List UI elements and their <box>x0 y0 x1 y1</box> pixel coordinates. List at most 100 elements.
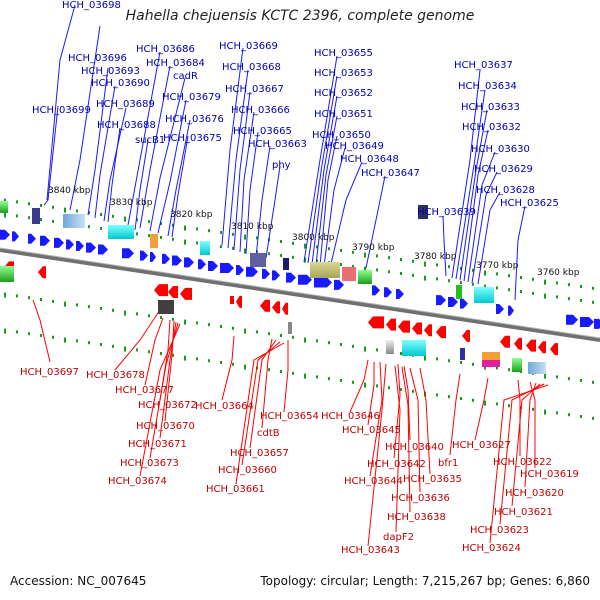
tick-dot <box>484 400 486 406</box>
tick-dot <box>100 307 102 310</box>
gene-label[interactable]: HCH_03633 <box>461 102 520 113</box>
gene-label[interactable]: HCH_03645 <box>342 425 401 436</box>
reverse-gene-arrow <box>424 324 432 337</box>
reverse-gene-arrow <box>368 316 384 329</box>
gene-label[interactable]: HCH_03671 <box>128 439 187 450</box>
gene-label[interactable]: HCH_03636 <box>391 493 450 504</box>
forward-gene-arrow <box>66 239 74 250</box>
gene-label[interactable]: HCH_03627 <box>452 440 511 451</box>
tick-dot <box>424 261 426 267</box>
gene-label[interactable]: HCH_03637 <box>454 60 513 71</box>
feature-block <box>482 352 500 360</box>
forward-gene-arrow <box>150 251 156 262</box>
gene-label[interactable]: HCH_03664 <box>195 401 254 412</box>
gene-label[interactable]: HCH_03644 <box>344 476 403 487</box>
tick-dot <box>328 341 330 345</box>
scale-tick-label: 3840 kbp <box>48 186 91 196</box>
gene-label[interactable]: cdtB <box>257 428 280 439</box>
gene-label[interactable]: HCH_03693 <box>81 66 140 77</box>
gene-label[interactable]: HCH_03663 <box>248 139 307 150</box>
gene-label[interactable]: HCH_03625 <box>500 198 559 209</box>
gene-label[interactable]: HCH_03646 <box>321 411 380 422</box>
gene-label[interactable]: HCH_03629 <box>474 164 533 175</box>
gene-label[interactable]: HCH_03630 <box>471 144 530 155</box>
gene-label[interactable]: HCH_03660 <box>218 465 277 476</box>
gene-label[interactable]: HCH_03632 <box>462 122 521 133</box>
gene-label[interactable]: HCH_03666 <box>231 105 290 116</box>
reverse-gene-arrow <box>260 299 270 312</box>
gene-label[interactable]: HCH_03652 <box>314 88 373 99</box>
gene-label[interactable]: HCH_03678 <box>86 370 145 381</box>
tick-dot <box>532 291 534 295</box>
gene-label[interactable]: HCH_03686 <box>136 44 195 55</box>
gene-label[interactable]: HCH_03673 <box>120 458 179 469</box>
tick-dot <box>16 330 18 334</box>
tick-dot <box>148 220 150 224</box>
gene-label[interactable]: HCH_03651 <box>314 109 373 120</box>
gene-label[interactable]: bfr1 <box>438 458 458 469</box>
gene-label[interactable]: HCH_03697 <box>20 367 79 378</box>
gene-label[interactable]: HCH_03690 <box>91 78 150 89</box>
forward-gene-arrow <box>198 259 206 270</box>
gene-label[interactable]: HCH_03675 <box>163 133 222 144</box>
tick-dot <box>220 361 222 364</box>
gene-label[interactable]: HCH_03677 <box>115 385 174 396</box>
gene-label[interactable]: HCH_03699 <box>32 105 91 116</box>
gene-label[interactable]: cadR <box>173 71 198 82</box>
gene-label[interactable]: HCH_03668 <box>222 62 281 73</box>
tick-dot <box>568 297 570 301</box>
gene-label[interactable]: HCH_03620 <box>505 488 564 499</box>
gene-label[interactable]: HCH_03640 <box>385 442 444 453</box>
gene-label[interactable]: HCH_03649 <box>325 141 384 152</box>
scale-tick-label: 3830 kbp <box>110 198 153 208</box>
gene-label[interactable]: HCH_03688 <box>97 120 156 131</box>
gene-label[interactable]: HCH_03638 <box>387 512 446 523</box>
gene-label[interactable]: HCH_03643 <box>341 545 400 556</box>
tick-dot <box>448 265 450 269</box>
gene-label[interactable]: HCH_03622 <box>493 457 552 468</box>
gene-label[interactable]: HCH_03639 <box>417 207 476 218</box>
gene-label[interactable]: HCH_03657 <box>230 448 289 459</box>
gene-label[interactable]: HCH_03665 <box>233 126 292 137</box>
gene-label[interactable]: HCH_03621 <box>494 507 553 518</box>
tick-dot <box>64 207 66 213</box>
gene-label[interactable]: HCH_03667 <box>225 84 284 95</box>
gene-label[interactable]: HCH_03624 <box>462 543 521 554</box>
gene-label[interactable]: HCH_03628 <box>476 185 535 196</box>
gene-label[interactable]: HCH_03623 <box>470 525 529 536</box>
gene-label[interactable]: HCH_03635 <box>403 474 462 485</box>
gene-label[interactable]: HCH_03655 <box>314 48 373 59</box>
gene-label[interactable]: HCH_03669 <box>219 41 278 52</box>
tick-dot <box>244 234 246 240</box>
gene-label[interactable]: sucB1 <box>135 135 165 146</box>
forward-gene-arrow <box>298 274 312 285</box>
gene-label[interactable]: HCH_03650 <box>312 130 371 141</box>
gene-label[interactable]: HCH_03689 <box>96 99 155 110</box>
gene-label[interactable]: HCH_03698 <box>62 0 121 11</box>
gene-label[interactable]: HCH_03679 <box>162 92 221 103</box>
gene-label[interactable]: HCH_03642 <box>367 459 426 470</box>
gene-label[interactable]: HCH_03648 <box>340 154 399 165</box>
tick-dot <box>328 377 330 381</box>
gene-label[interactable]: HCH_03672 <box>138 400 197 411</box>
gene-label[interactable]: HCH_03647 <box>361 168 420 179</box>
gene-label[interactable]: HCH_03619 <box>520 469 579 480</box>
tick-dot <box>172 317 174 321</box>
gene-label[interactable]: HCH_03684 <box>146 58 205 69</box>
gene-label[interactable]: HCH_03696 <box>68 53 127 64</box>
gene-label[interactable]: dapF2 <box>383 532 414 543</box>
scale-labels: 3840 kbp 3830 kbp 3820 kbp 3810 kbp 3800… <box>48 186 580 278</box>
gene-label[interactable]: HCH_03654 <box>260 411 319 422</box>
tick-dot <box>124 216 126 222</box>
gene-label[interactable]: HCH_03674 <box>108 476 167 487</box>
gene-label[interactable]: HCH_03676 <box>165 114 224 125</box>
gene-label[interactable]: HCH_03661 <box>206 484 265 495</box>
forward-gene-arrow <box>580 317 594 328</box>
gene-label[interactable]: phy <box>272 160 291 171</box>
gene-label[interactable]: HCH_03653 <box>314 68 373 79</box>
gene-label[interactable]: HCH_03634 <box>458 81 517 92</box>
gene-label[interactable]: HCH_03670 <box>136 421 195 432</box>
tick-dot <box>208 359 210 363</box>
feature-block <box>32 208 40 224</box>
